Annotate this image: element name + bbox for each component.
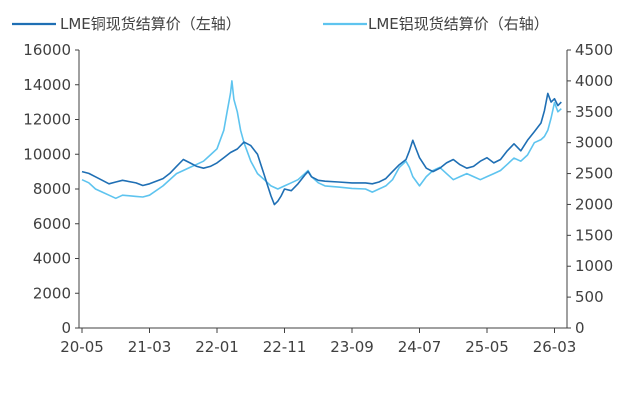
right-tick-label: 3000 [575,134,613,152]
legend: LME铜现货结算价（左轴） LME铝现货结算价（右轴） [12,15,549,33]
right-tick-label: 1500 [575,226,613,244]
right-tick-label: 2500 [575,165,613,183]
right-tick-label: 4500 [575,41,613,59]
right-tick-label: 4000 [575,72,613,90]
x-tick-label: 21-03 [128,338,172,356]
left-tick-label: 8000 [33,180,71,198]
right-tick-label: 0 [575,319,585,337]
legend-label: LME铜现货结算价（左轴） [60,15,241,33]
x-tick-label: 23-09 [330,338,374,356]
legend-label: LME铝现货结算价（右轴） [368,15,549,33]
x-tick-label: 22-11 [263,338,307,356]
copper-series-line [81,92,562,206]
x-tick-label: 25-05 [465,338,509,356]
left-tick-label: 12000 [23,111,71,129]
right-tick-label: 1000 [575,257,613,275]
x-tick-label: 22-01 [195,338,239,356]
right-tick-label: 500 [575,288,604,306]
left-tick-label: 14000 [23,76,71,94]
x-tick-label: 26-03 [533,338,577,356]
right-tick-label: 2000 [575,195,613,213]
axes: 0 2000 4000 6000 8000 10000 12000 14000 16000 0 50… [23,41,613,356]
left-tick-label: 10000 [23,145,71,163]
left-tick-label: 4000 [33,250,71,268]
left-tick-label: 0 [61,319,71,337]
aluminum-series-line [81,80,562,200]
left-tick-label: 2000 [33,284,71,302]
series-layer [81,80,562,206]
x-tick-label: 24-07 [398,338,442,356]
left-tick-label: 16000 [23,41,71,59]
left-tick-label: 6000 [33,215,71,233]
x-tick-label: 20-05 [60,338,104,356]
right-tick-label: 3500 [575,103,613,121]
